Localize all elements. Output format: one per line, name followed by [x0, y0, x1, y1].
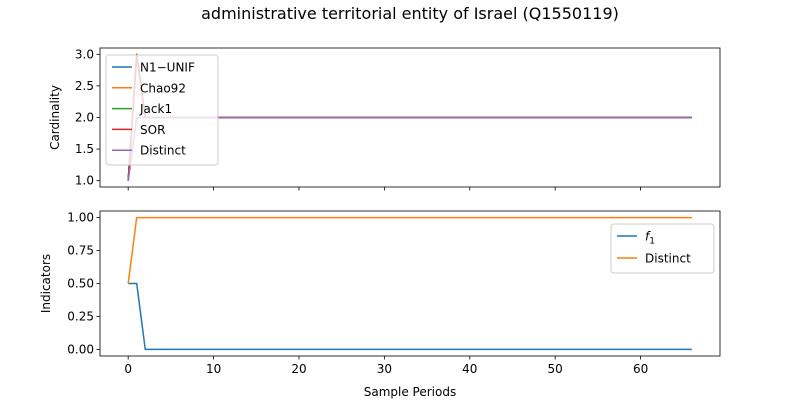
cardinality-panel: 1.0 1.5 2.0 2.5 3.0 Cardinality N1−UNIF Chao92 J… [48, 47, 721, 191]
y-tick-label: 0.25 [67, 309, 94, 323]
figure-title: administrative territorial entity of Isr… [201, 4, 619, 23]
legend-label: Distinct [645, 252, 691, 266]
series-lines [127, 216, 692, 351]
indicators-panel: 0.00 0.25 0.50 0.75 1.00 0 10 20 30 40 50 60 Indicat… [39, 211, 721, 399]
y-tick-label: 1.00 [67, 211, 94, 225]
legend-label: Chao92 [140, 81, 186, 95]
series-line-f1 [128, 282, 692, 351]
legend-label: SOR [140, 123, 165, 137]
y-tick-label: 0.00 [67, 342, 94, 356]
y-tick-label: 2.5 [75, 79, 94, 93]
y-tick-label: 0.50 [67, 277, 94, 291]
series-line-distinct [127, 216, 692, 284]
legend-label: f1 [645, 230, 655, 247]
legend-item: SOR [112, 123, 165, 137]
y-tick-label: 3.0 [75, 47, 94, 61]
legend-label: N1−UNIF [140, 61, 195, 75]
legend-item: Distinct [112, 144, 186, 158]
legend-box [610, 223, 715, 274]
legend: N1−UNIF Chao92 Jack1 SOR Distinct [105, 54, 219, 166]
legend-item: Distinct [617, 252, 691, 266]
y-tick-label: 1.5 [75, 142, 94, 156]
x-tick-label: 40 [462, 362, 477, 376]
x-tick-label: 20 [291, 362, 306, 376]
x-tick-label: 30 [377, 362, 392, 376]
x-tick-label: 50 [548, 362, 563, 376]
legend-item: f1 [617, 230, 655, 247]
x-tick-label: 0 [124, 362, 132, 376]
y-tick-label: 0.75 [67, 244, 94, 258]
legend-item: N1−UNIF [112, 61, 195, 75]
y-tick-label: 2.0 [75, 111, 94, 125]
x-tick-label: 10 [206, 362, 221, 376]
legend-label: Jack1 [139, 102, 172, 116]
legend-label: Distinct [140, 144, 186, 158]
legend-item: Jack1 [112, 102, 172, 116]
x-axis-label: Sample Periods [364, 385, 456, 399]
legend-box [105, 54, 219, 166]
x-tick-label: 60 [633, 362, 648, 376]
y-axis-label: Indicators [39, 254, 53, 313]
legend: f1 Distinct [610, 223, 715, 274]
y-tick-label: 1.0 [75, 174, 94, 188]
legend-item: Chao92 [112, 81, 186, 95]
y-axis-label: Cardinality [48, 85, 62, 150]
